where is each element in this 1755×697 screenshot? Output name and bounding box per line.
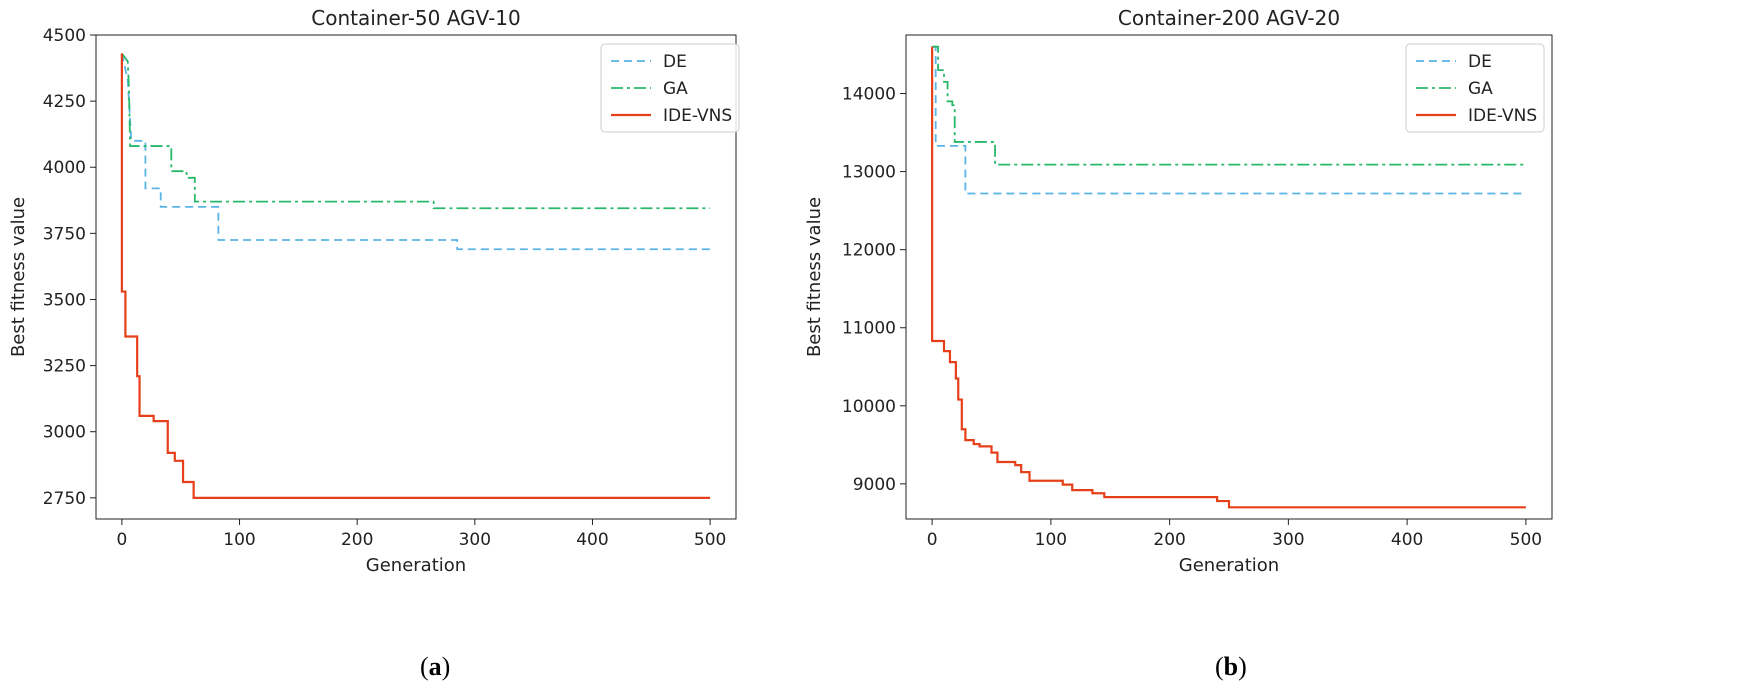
x-tick-label: 100 xyxy=(223,530,255,550)
series-line-ga xyxy=(932,45,1526,166)
legend-label-ga: GA xyxy=(1468,79,1493,99)
legend-box xyxy=(600,43,740,133)
legend-label-de: DE xyxy=(663,52,687,72)
chart-title: Container-200 AGV-20 xyxy=(1118,6,1340,30)
chart-title: Container-50 AGV-10 xyxy=(311,6,520,30)
legend-label-de: DE xyxy=(1468,52,1492,72)
legend-label-ga: GA xyxy=(663,79,688,99)
x-tick-label: 0 xyxy=(116,530,127,550)
y-tick-label: 9000 xyxy=(853,475,896,495)
series-line-ide-vns xyxy=(931,46,1526,509)
legend-label-ide-vns: IDE-VNS xyxy=(1468,106,1537,126)
x-tick-label: 300 xyxy=(1272,530,1304,550)
series-line-ide-vns xyxy=(120,53,711,499)
x-tick-label: 400 xyxy=(576,530,608,550)
y-tick-label: 12000 xyxy=(842,241,896,261)
y-tick-label: 4500 xyxy=(43,26,86,46)
x-axis-label: Generation xyxy=(366,555,466,576)
x-tick-label: 100 xyxy=(1035,530,1067,550)
x-tick-label: 200 xyxy=(1153,530,1185,550)
series-line-de xyxy=(121,53,711,251)
x-tick-label: 0 xyxy=(927,530,938,550)
legend: DE GA IDE-VNS xyxy=(1405,43,1545,133)
y-tick-label: 3750 xyxy=(43,224,86,244)
y-tick-label: 2750 xyxy=(43,489,86,509)
y-tick-label: 4250 xyxy=(43,92,86,112)
y-tick-label: 4000 xyxy=(43,158,86,178)
panel-label-b: (b) xyxy=(1215,652,1247,681)
x-axis-label: Generation xyxy=(1179,555,1279,576)
y-tick-label: 10000 xyxy=(842,397,896,417)
y-tick-label: 11000 xyxy=(842,319,896,339)
y-tick-label: 3000 xyxy=(43,423,86,443)
y-tick-label: 3500 xyxy=(43,290,86,310)
y-tick-label: 14000 xyxy=(842,85,896,105)
x-tick-label: 400 xyxy=(1391,530,1423,550)
chart-2: 0 100 200 300 400 500 9000 10000 11000 12000 13000… xyxy=(804,6,1553,576)
chart-1: 0 100 200 300 400 500 2750 3000 3250 3500 3750 4000… xyxy=(8,6,740,576)
legend-box xyxy=(1405,43,1545,133)
x-tick-label: 500 xyxy=(694,530,726,550)
plot-frame xyxy=(95,34,737,520)
legend: DE GA IDE-VNS xyxy=(600,43,740,133)
x-tick-label: 500 xyxy=(1510,530,1542,550)
x-tick-label: 300 xyxy=(459,530,491,550)
series-group xyxy=(120,52,711,499)
plot-frame xyxy=(905,34,1553,520)
y-tick-label: 3250 xyxy=(43,357,86,377)
x-tick-label: 200 xyxy=(341,530,373,550)
panel-label-a: (a) xyxy=(420,652,451,681)
series-line-ga xyxy=(121,52,711,210)
series-group xyxy=(931,45,1526,509)
legend-label-ide-vns: IDE-VNS xyxy=(663,106,732,126)
y-tick-label: 13000 xyxy=(842,163,896,183)
y-axis-label: Best fitness value xyxy=(804,197,825,357)
y-axis-label: Best fitness value xyxy=(8,197,29,357)
